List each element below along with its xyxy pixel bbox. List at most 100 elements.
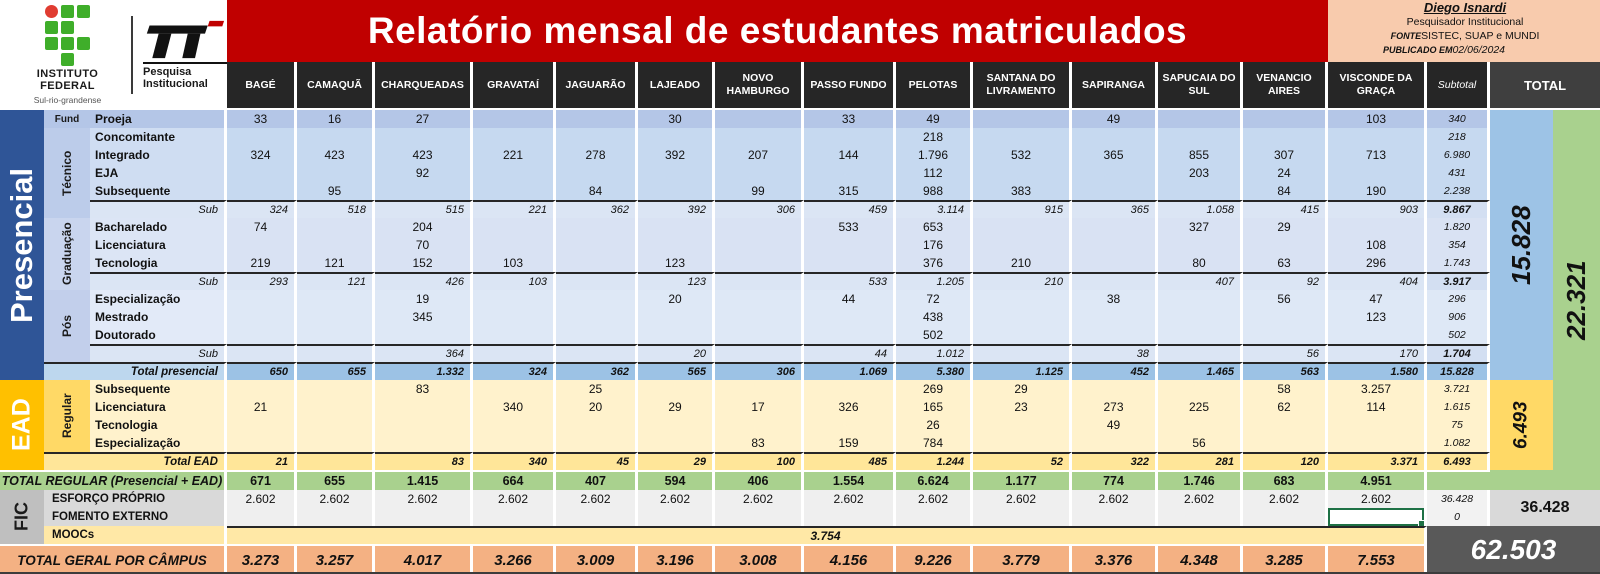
cell-esforco-proprio-sapiranga[interactable]: 2.602 — [1072, 490, 1158, 508]
cell-tecnologia-ead-charqueadas[interactable] — [375, 416, 473, 434]
column-header-lajeado[interactable]: LAJEADO — [638, 62, 715, 110]
cell-sub-tecnico-santana-do-livramento[interactable]: 915 — [973, 200, 1072, 218]
cell-doutorado-novo-hamburgo[interactable] — [715, 326, 804, 344]
subtotal-mestrado[interactable]: 906 — [1427, 308, 1490, 326]
cell-doutorado-visconde-da-graca[interactable] — [1328, 326, 1427, 344]
cell-bacharelado-jaguarao[interactable] — [556, 218, 638, 236]
cell-subsequente-ead-gravatai[interactable] — [473, 380, 556, 398]
cell-eja-pelotas[interactable]: 112 — [896, 164, 973, 182]
cell-tecnologia-sapucaia-do-sul[interactable]: 80 — [1158, 254, 1243, 272]
cell-integrado-sapucaia-do-sul[interactable]: 855 — [1158, 146, 1243, 164]
cell-fomento-externo-passo-fundo[interactable] — [804, 508, 896, 526]
cell-total-regular-jaguarao[interactable]: 407 — [556, 470, 638, 490]
cell-proeja-camaqua[interactable]: 16 — [297, 110, 375, 128]
cell-integrado-santana-do-livramento[interactable]: 532 — [973, 146, 1072, 164]
cell-especializacao-ead-sapiranga[interactable] — [1072, 434, 1158, 452]
cell-total-ead-gravatai[interactable]: 340 — [473, 452, 556, 470]
cell-especializacao-visconde-da-graca[interactable]: 47 — [1328, 290, 1427, 308]
cell-total-geral-sapiranga[interactable]: 3.376 — [1072, 544, 1158, 572]
cell-fomento-externo-charqueadas[interactable] — [375, 508, 473, 526]
cell-especializacao-passo-fundo[interactable]: 44 — [804, 290, 896, 308]
cell-licenciatura-ead-venancio-aires[interactable]: 62 — [1243, 398, 1328, 416]
cell-tecnologia-ead-jaguarao[interactable] — [556, 416, 638, 434]
cell-total-presencial-passo-fundo[interactable]: 1.069 — [804, 362, 896, 380]
cell-licenciatura-ead-gravatai[interactable]: 340 — [473, 398, 556, 416]
cell-sub-graduacao-gravatai[interactable]: 103 — [473, 272, 556, 290]
cell-sub-graduacao-lajeado[interactable]: 123 — [638, 272, 715, 290]
cell-subsequente-ead-jaguarao[interactable]: 25 — [556, 380, 638, 398]
cell-sub-pos-camaqua[interactable] — [297, 344, 375, 362]
cell-especializacao-ead-lajeado[interactable] — [638, 434, 715, 452]
cell-tecnologia-ead-camaqua[interactable] — [297, 416, 375, 434]
cell-proeja-visconde-da-graca[interactable]: 103 — [1328, 110, 1427, 128]
cell-sub-graduacao-novo-hamburgo[interactable] — [715, 272, 804, 290]
cell-total-geral-lajeado[interactable]: 3.196 — [638, 544, 715, 572]
cell-sub-tecnico-novo-hamburgo[interactable]: 306 — [715, 200, 804, 218]
cell-tecnologia-venancio-aires[interactable]: 63 — [1243, 254, 1328, 272]
subtotal-doutorado[interactable]: 502 — [1427, 326, 1490, 344]
cell-especializacao-ead-camaqua[interactable] — [297, 434, 375, 452]
cell-total-geral-gravatai[interactable]: 3.266 — [473, 544, 556, 572]
cell-fomento-externo-gravatai[interactable] — [473, 508, 556, 526]
cell-licenciatura-ead-lajeado[interactable]: 29 — [638, 398, 715, 416]
cell-bacharelado-visconde-da-graca[interactable] — [1328, 218, 1427, 236]
column-header-subtotal[interactable]: Subtotal — [1427, 62, 1490, 110]
cell-especializacao-ead-passo-fundo[interactable]: 159 — [804, 434, 896, 452]
cell-fomento-externo-novo-hamburgo[interactable] — [715, 508, 804, 526]
cell-mestrado-passo-fundo[interactable] — [804, 308, 896, 326]
cell-proeja-passo-fundo[interactable]: 33 — [804, 110, 896, 128]
cell-especializacao-ead-pelotas[interactable]: 784 — [896, 434, 973, 452]
cell-licenciatura-pelotas[interactable]: 176 — [896, 236, 973, 254]
subtotal-licenciatura[interactable]: 354 — [1427, 236, 1490, 254]
cell-especializacao-jaguarao[interactable] — [556, 290, 638, 308]
cell-fomento-externo-bage[interactable] — [227, 508, 297, 526]
cell-sub-tecnico-pelotas[interactable]: 3.114 — [896, 200, 973, 218]
cell-eja-sapiranga[interactable] — [1072, 164, 1158, 182]
grand-total-cell[interactable]: 62.503 — [1427, 526, 1600, 572]
cell-tecnologia-ead-novo-hamburgo[interactable] — [715, 416, 804, 434]
cell-bacharelado-lajeado[interactable] — [638, 218, 715, 236]
cell-especializacao-ead-charqueadas[interactable] — [375, 434, 473, 452]
cell-concomitante-charqueadas[interactable] — [375, 128, 473, 146]
cell-mestrado-santana-do-livramento[interactable] — [973, 308, 1072, 326]
cell-total-presencial-charqueadas[interactable]: 1.332 — [375, 362, 473, 380]
cell-total-ead-pelotas[interactable]: 1.244 — [896, 452, 973, 470]
cell-tecnologia-charqueadas[interactable]: 152 — [375, 254, 473, 272]
cell-mestrado-pelotas[interactable]: 438 — [896, 308, 973, 326]
subtotal-tecnologia-ead[interactable]: 75 — [1427, 416, 1490, 434]
cell-concomitante-lajeado[interactable] — [638, 128, 715, 146]
cell-licenciatura-ead-jaguarao[interactable]: 20 — [556, 398, 638, 416]
cell-bacharelado-sapucaia-do-sul[interactable]: 327 — [1158, 218, 1243, 236]
cell-total-regular-pelotas[interactable]: 6.624 — [896, 470, 973, 490]
cell-sub-tecnico-charqueadas[interactable]: 515 — [375, 200, 473, 218]
cell-sub-pos-visconde-da-graca[interactable]: 170 — [1328, 344, 1427, 362]
cell-total-presencial-novo-hamburgo[interactable]: 306 — [715, 362, 804, 380]
cell-total-presencial-santana-do-livramento[interactable]: 1.125 — [973, 362, 1072, 380]
subtotal-esforco-proprio[interactable]: 36.428 — [1427, 490, 1490, 508]
column-header-novo-hamburgo[interactable]: NOVO HAMBURGO — [715, 62, 804, 110]
cell-concomitante-passo-fundo[interactable] — [804, 128, 896, 146]
column-header-sapucaia-do-sul[interactable]: SAPUCAIA DO SUL — [1158, 62, 1243, 110]
cell-bacharelado-bage[interactable]: 74 — [227, 218, 297, 236]
cell-concomitante-santana-do-livramento[interactable] — [973, 128, 1072, 146]
cell-fomento-externo-sapucaia-do-sul[interactable] — [1158, 508, 1243, 526]
cell-tecnologia-ead-sapiranga[interactable]: 49 — [1072, 416, 1158, 434]
cell-sub-tecnico-jaguarao[interactable]: 362 — [556, 200, 638, 218]
cell-total-regular-novo-hamburgo[interactable]: 406 — [715, 470, 804, 490]
cell-total-geral-jaguarao[interactable]: 3.009 — [556, 544, 638, 572]
cell-subsequente-tecnico-charqueadas[interactable] — [375, 182, 473, 200]
cell-mestrado-lajeado[interactable] — [638, 308, 715, 326]
cell-total-regular-charqueadas[interactable]: 1.415 — [375, 470, 473, 490]
cell-subsequente-ead-charqueadas[interactable]: 83 — [375, 380, 473, 398]
cell-eja-camaqua[interactable] — [297, 164, 375, 182]
cell-total-ead-sapiranga[interactable]: 322 — [1072, 452, 1158, 470]
cell-licenciatura-sapiranga[interactable] — [1072, 236, 1158, 254]
cell-tecnologia-ead-passo-fundo[interactable] — [804, 416, 896, 434]
cell-sub-graduacao-sapiranga[interactable] — [1072, 272, 1158, 290]
cell-licenciatura-passo-fundo[interactable] — [804, 236, 896, 254]
subtotal-bacharelado[interactable]: 1.820 — [1427, 218, 1490, 236]
cell-integrado-gravatai[interactable]: 221 — [473, 146, 556, 164]
cell-esforco-proprio-pelotas[interactable]: 2.602 — [896, 490, 973, 508]
cell-fomento-externo-camaqua[interactable] — [297, 508, 375, 526]
cell-especializacao-lajeado[interactable]: 20 — [638, 290, 715, 308]
